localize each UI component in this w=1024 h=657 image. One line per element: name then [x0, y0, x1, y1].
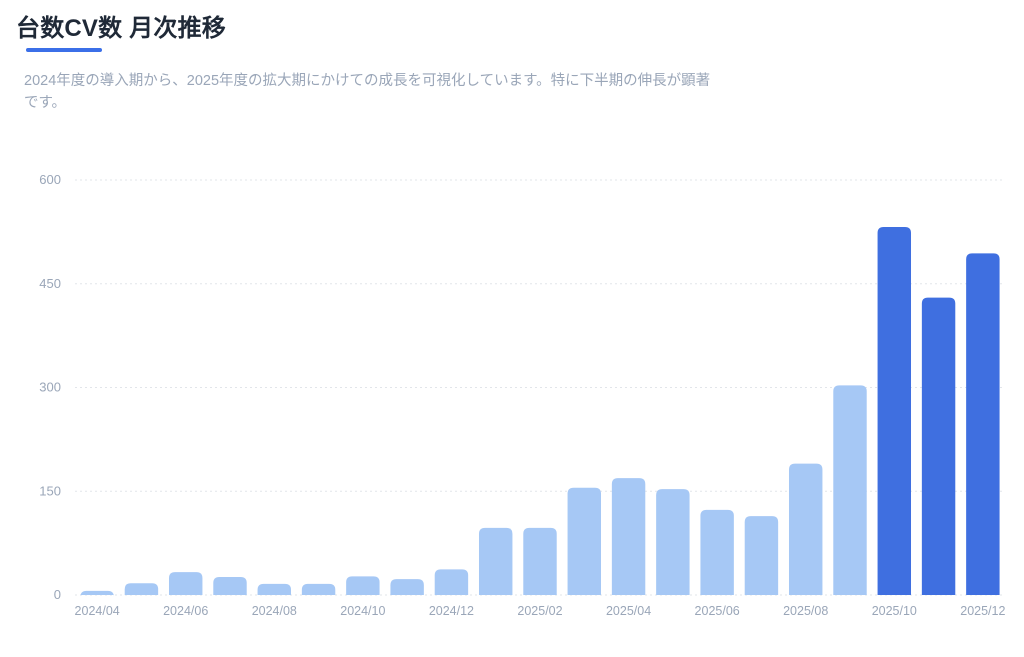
svg-text:2024/06: 2024/06 [163, 604, 208, 618]
svg-text:2025/06: 2025/06 [695, 604, 740, 618]
svg-text:2025/10: 2025/10 [872, 604, 917, 618]
svg-text:2024/10: 2024/10 [340, 604, 385, 618]
svg-text:2024/12: 2024/12 [429, 604, 474, 618]
svg-text:600: 600 [39, 172, 61, 187]
svg-text:150: 150 [39, 483, 61, 498]
svg-text:2024/08: 2024/08 [252, 604, 297, 618]
svg-text:2024/04: 2024/04 [75, 604, 120, 618]
svg-text:2025/12: 2025/12 [960, 604, 1005, 618]
svg-text:2025/04: 2025/04 [606, 604, 651, 618]
svg-text:2025/02: 2025/02 [517, 604, 562, 618]
svg-text:450: 450 [39, 276, 61, 291]
svg-text:300: 300 [39, 380, 61, 395]
svg-text:0: 0 [54, 587, 61, 602]
svg-text:2025/08: 2025/08 [783, 604, 828, 618]
